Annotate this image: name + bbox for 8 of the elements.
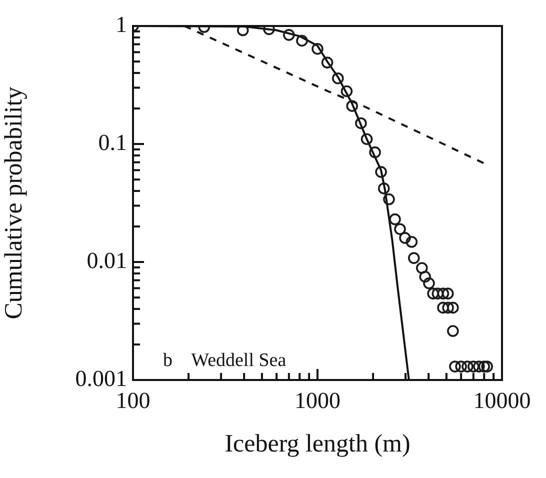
x-tick-label: 10000 <box>473 388 531 413</box>
y-axis-title: Cumulative probability <box>0 86 28 320</box>
y-tick-label: 0.1 <box>98 130 127 156</box>
y-tick-label: 0.01 <box>86 248 127 274</box>
y-tick-label: 1 <box>116 12 127 38</box>
x-axis-title: Iceberg length (m) <box>224 430 410 458</box>
x-tick-label: 1000 <box>294 388 340 413</box>
annotation: b Weddell Sea <box>163 350 287 371</box>
